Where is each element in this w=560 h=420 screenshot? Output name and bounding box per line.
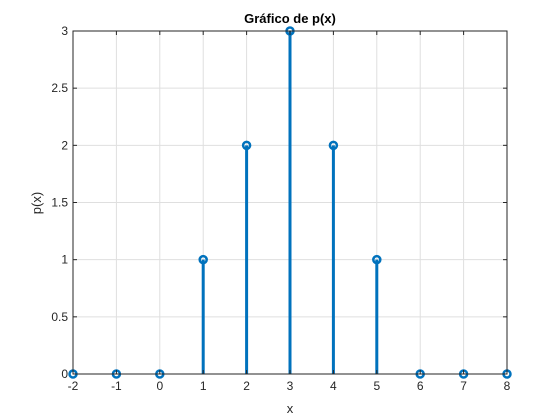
x-tick-label: 3 <box>287 379 294 393</box>
stem-marker <box>198 254 208 265</box>
x-tick-label: 5 <box>373 379 380 393</box>
x-axis-label: x <box>287 401 294 416</box>
ticks <box>72 30 508 375</box>
y-tick-label: 0 <box>61 367 68 381</box>
y-tick-label: 1 <box>61 253 68 267</box>
x-tick-label: 4 <box>330 379 337 393</box>
y-tick-label: 2.5 <box>51 81 68 95</box>
x-tick-label: -2 <box>68 379 79 393</box>
y-tick-label: 2 <box>61 138 68 152</box>
x-tick-label: 6 <box>417 379 424 393</box>
x-tick-label: -1 <box>111 379 122 393</box>
x-tick-label: 7 <box>460 379 467 393</box>
stem-marker <box>372 254 382 265</box>
y-tick-label: 0.5 <box>51 310 68 324</box>
y-axis-label: p(x) <box>29 192 44 214</box>
x-tick-label: 8 <box>504 379 511 393</box>
x-tick-label: 2 <box>243 379 250 393</box>
chart-title: Gráfico de p(x) <box>244 11 336 26</box>
stem-marker <box>328 140 339 151</box>
stem-marker <box>241 140 252 151</box>
y-tick-label: 1.5 <box>51 196 68 210</box>
x-tick-label: 1 <box>200 379 207 393</box>
x-tick-label: 0 <box>156 379 163 393</box>
y-tick-label: 3 <box>61 24 68 38</box>
y-tick-labels: 0 0.5 1 1.5 2 2.5 3 <box>51 24 68 381</box>
x-tick-labels: -2 -1 0 1 2 3 4 5 6 7 8 <box>68 379 511 393</box>
